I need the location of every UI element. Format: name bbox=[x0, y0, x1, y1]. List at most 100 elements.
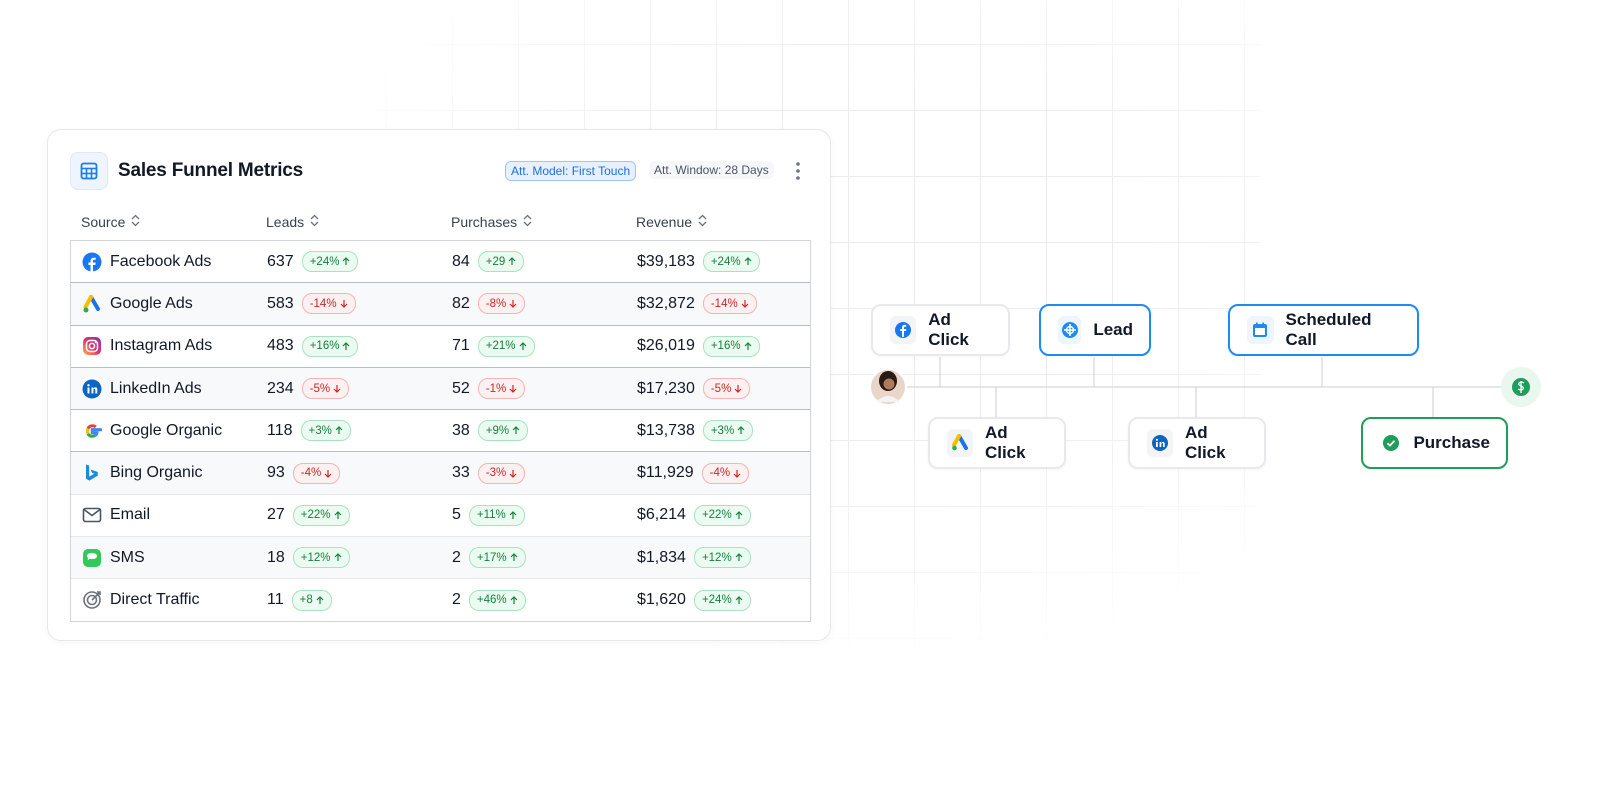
metric-cell: 11 +8 bbox=[267, 579, 332, 620]
change-badge: +24% bbox=[693, 589, 751, 611]
change-arrow bbox=[509, 511, 517, 520]
metric-value: $32,872 bbox=[637, 294, 695, 312]
metric-value: 82 bbox=[452, 294, 470, 312]
change-text: +46% bbox=[476, 594, 507, 607]
metric-cell: $17,230 -5% bbox=[637, 368, 751, 409]
change-badge: +9% bbox=[477, 420, 529, 442]
metric-cell: 583 -14% bbox=[267, 283, 356, 324]
change-arrow bbox=[342, 257, 350, 266]
sort-icon[interactable] bbox=[310, 214, 319, 230]
change-badge: -4% bbox=[292, 462, 341, 484]
column-header[interactable]: Source bbox=[81, 214, 140, 230]
source-icon bbox=[82, 590, 102, 610]
source-icon bbox=[82, 252, 102, 272]
metric-cell: $13,738 +3% bbox=[637, 410, 754, 451]
node-label: Ad Click bbox=[928, 310, 969, 349]
change-arrow bbox=[335, 426, 343, 435]
change-text: +22% bbox=[300, 509, 331, 522]
change-badge: +24% bbox=[702, 251, 760, 273]
metric-cell: 18 +12% bbox=[267, 537, 350, 578]
change-arrow bbox=[509, 469, 517, 478]
node-label: Ad Click bbox=[1184, 423, 1226, 462]
change-text: -5% bbox=[710, 382, 732, 395]
table-row[interactable]: Facebook Ads 637 +24% 84 +29 $39,183 +24% bbox=[71, 241, 810, 284]
journey-node[interactable]: Ad Click bbox=[928, 417, 1066, 469]
table-row[interactable]: SMS 18 +12% 2 +17% $1,834 +12% bbox=[71, 537, 810, 580]
metric-value: 234 bbox=[267, 379, 294, 397]
change-text: +29 bbox=[485, 255, 506, 268]
change-badge: +12% bbox=[292, 547, 350, 569]
metric-cell: 234 -5% bbox=[267, 368, 350, 409]
change-text: +17% bbox=[476, 551, 507, 564]
metric-value: 11 bbox=[267, 591, 284, 609]
sort-icon[interactable] bbox=[131, 214, 140, 230]
table-row[interactable]: Instagram Ads 483 +16% 71 +21% $26,019 +16% bbox=[71, 326, 810, 368]
metric-value: 5 bbox=[452, 506, 461, 524]
change-text: -3% bbox=[485, 467, 507, 480]
change-text: +24% bbox=[710, 255, 741, 268]
change-badge: +16% bbox=[301, 335, 359, 357]
source-icon bbox=[82, 548, 102, 568]
journey-node[interactable]: Ad Click bbox=[1128, 417, 1266, 469]
metric-value: 38 bbox=[452, 421, 470, 439]
change-arrow bbox=[735, 595, 743, 605]
metrics-table: Facebook Ads 637 +24% 84 +29 $39,183 +24% Googl… bbox=[70, 240, 811, 622]
metric-cell: $6,214 +22% bbox=[637, 495, 751, 536]
sort-icon[interactable] bbox=[698, 214, 707, 230]
change-badge: -4% bbox=[701, 462, 750, 484]
metric-cell: $1,620 +24% bbox=[637, 579, 751, 620]
source-icon bbox=[82, 505, 102, 525]
change-arrow bbox=[735, 511, 743, 520]
change-badge: +3% bbox=[300, 420, 351, 442]
journey-node[interactable]: Lead bbox=[1039, 304, 1151, 356]
metric-value: 483 bbox=[267, 337, 294, 355]
column-header[interactable]: Leads bbox=[266, 214, 319, 230]
metric-value: 2 bbox=[452, 591, 461, 609]
change-text: -4% bbox=[709, 467, 731, 480]
change-arrow bbox=[334, 511, 342, 520]
table-row[interactable]: Google Ads 583 -14% 82 -8% $32,872 -14% bbox=[71, 283, 810, 326]
source-cell: Instagram Ads bbox=[82, 326, 212, 367]
metric-cell: 52 -1% bbox=[452, 368, 526, 409]
metric-value: 71 bbox=[452, 337, 470, 355]
table-row[interactable]: Bing Organic 93 -4% 33 -3% $11,929 -4% bbox=[71, 452, 810, 495]
source-icon bbox=[82, 421, 102, 441]
change-text: +22% bbox=[701, 509, 732, 522]
source-icon bbox=[82, 379, 102, 399]
more-menu[interactable] bbox=[794, 161, 802, 181]
change-arrow bbox=[324, 469, 332, 478]
change-arrow bbox=[733, 469, 741, 478]
source-name: Email bbox=[110, 506, 151, 524]
sort-icon[interactable] bbox=[523, 214, 532, 230]
change-arrow bbox=[316, 595, 324, 605]
metric-value: $26,019 bbox=[637, 337, 695, 355]
column-header-label: Revenue bbox=[636, 214, 693, 230]
change-badge: +12% bbox=[693, 547, 751, 569]
change-badge: +22% bbox=[292, 504, 350, 526]
attribution-window-badge[interactable]: Att. Window: 28 Days bbox=[649, 161, 774, 179]
journey-node[interactable]: Ad Click bbox=[871, 304, 1010, 356]
metric-cell: 71 +21% bbox=[452, 326, 535, 367]
change-text: +24% bbox=[701, 594, 732, 607]
metric-cell: 483 +16% bbox=[267, 326, 359, 367]
table-row[interactable]: Direct Traffic 11 +8 2 +46% $1,620 +24% bbox=[71, 579, 810, 620]
change-badge: -5% bbox=[702, 378, 751, 400]
journey-node[interactable]: Scheduled Call bbox=[1228, 304, 1419, 356]
source-cell: Direct Traffic bbox=[82, 579, 200, 620]
metric-cell: $39,183 +24% bbox=[637, 241, 760, 282]
source-name: Bing Organic bbox=[110, 464, 203, 482]
table-row[interactable]: Google Organic 118 +3% 38 +9% $13,738 +3% bbox=[71, 410, 810, 453]
table-row[interactable]: LinkedIn Ads 234 -5% 52 -1% $17,230 -5% bbox=[71, 367, 810, 411]
metric-value: $6,214 bbox=[637, 506, 686, 524]
change-text: +9% bbox=[485, 424, 510, 437]
source-name: LinkedIn Ads bbox=[110, 379, 202, 397]
column-header[interactable]: Revenue bbox=[636, 214, 707, 230]
table-row[interactable]: Email 27 +22% 5 +11% $6,214 +22% bbox=[71, 495, 810, 538]
column-header[interactable]: Purchases bbox=[451, 214, 532, 230]
column-header-label: Leads bbox=[266, 214, 305, 230]
metric-value: 27 bbox=[267, 506, 285, 524]
metric-cell: 82 -8% bbox=[452, 283, 526, 324]
attribution-model-badge[interactable]: Att. Model: First Touch bbox=[505, 161, 637, 181]
journey-node[interactable]: Purchase bbox=[1361, 417, 1508, 469]
